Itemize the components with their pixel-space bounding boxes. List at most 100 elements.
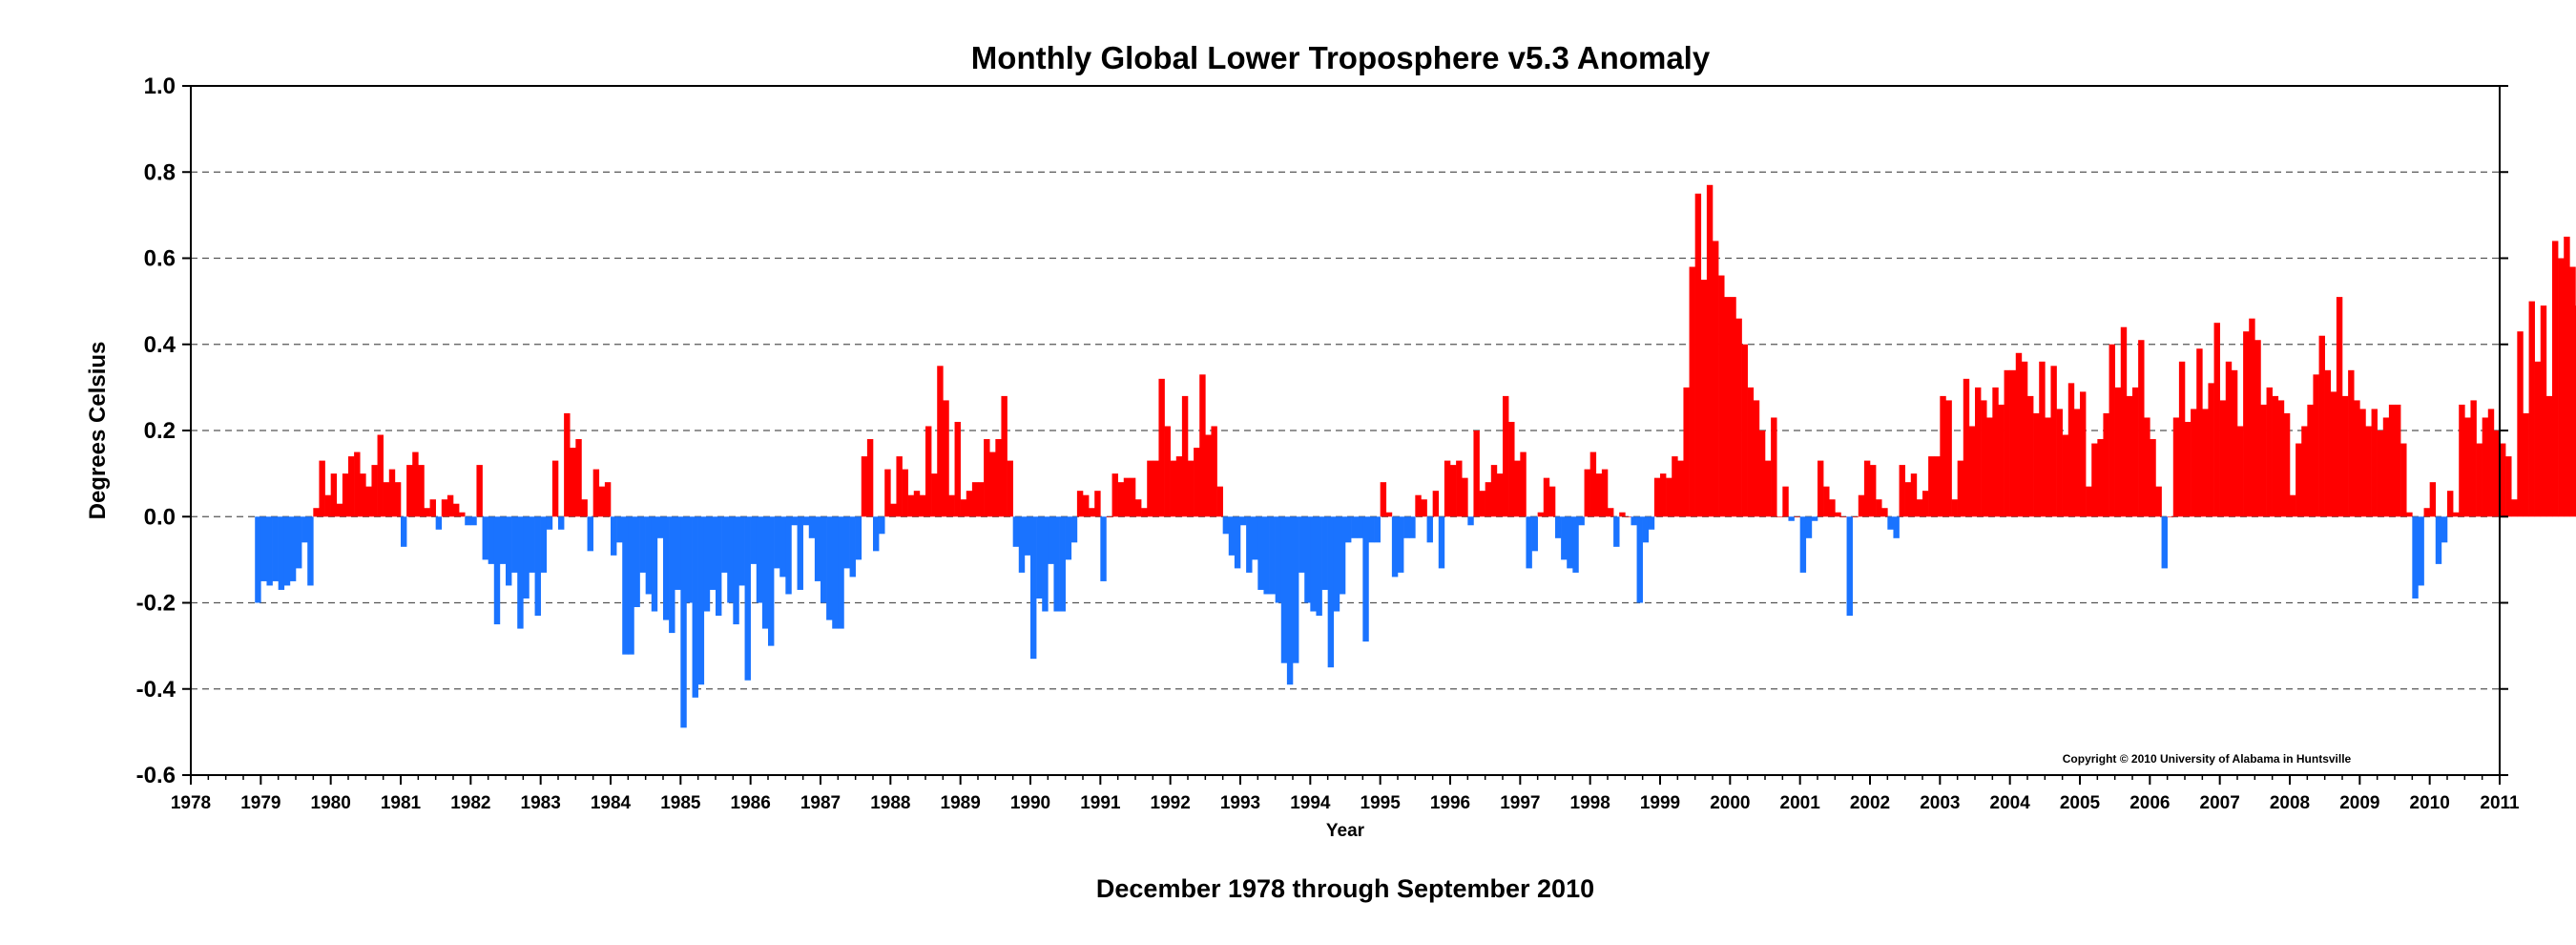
- bar: [1672, 456, 1678, 517]
- bar: [761, 516, 769, 629]
- bar: [2558, 258, 2565, 517]
- bar: [493, 516, 501, 625]
- x-tick-label: 1979: [240, 793, 280, 813]
- bar: [2109, 344, 2115, 517]
- bar: [1053, 516, 1060, 612]
- bar: [1940, 395, 1946, 517]
- x-tick-label: 2001: [1780, 793, 1821, 813]
- bar: [377, 434, 384, 517]
- bar: [1304, 516, 1311, 603]
- bar: [272, 516, 279, 581]
- bar: [645, 516, 653, 595]
- bar: [1916, 499, 1923, 517]
- x-tick-label: 1982: [450, 793, 490, 813]
- bar: [902, 469, 908, 517]
- bar: [2225, 361, 2233, 517]
- bar: [1257, 516, 1264, 590]
- bar: [1164, 426, 1171, 517]
- bar: [1846, 516, 1853, 617]
- copyright-note: Copyright © 2010 University of Alabama i…: [2063, 752, 2352, 766]
- bar: [2348, 369, 2355, 517]
- bar: [1188, 460, 1195, 517]
- bar: [1584, 469, 1590, 517]
- bar: [2482, 417, 2489, 517]
- bar: [2231, 369, 2238, 517]
- bar: [1625, 516, 1631, 517]
- bar: [2062, 434, 2069, 517]
- bar: [1881, 508, 1888, 517]
- bar: [931, 473, 938, 517]
- bar: [1083, 494, 1090, 517]
- bar: [1153, 460, 1159, 517]
- bar: [1928, 456, 1935, 517]
- bar: [301, 516, 308, 543]
- bar: [354, 452, 361, 517]
- bar: [890, 503, 897, 517]
- bar: [2219, 400, 2227, 517]
- bar: [791, 516, 798, 526]
- bar: [1811, 516, 1818, 521]
- bar: [1181, 395, 1189, 517]
- bar: [2138, 340, 2145, 517]
- bar: [2377, 430, 2384, 517]
- y-tick-label: 0.2: [144, 418, 176, 444]
- x-tick-label: 2004: [1990, 793, 2031, 813]
- bar: [611, 516, 617, 556]
- bar: [488, 516, 495, 564]
- bar: [2009, 369, 2017, 517]
- bar: [744, 516, 751, 681]
- y-tick-label: -0.4: [136, 677, 177, 703]
- bar: [2126, 395, 2133, 517]
- bar: [802, 516, 810, 526]
- bar: [995, 439, 1002, 517]
- bar: [2202, 409, 2209, 517]
- bar: [1216, 486, 1223, 517]
- bar: [255, 516, 261, 603]
- bar: [2296, 443, 2302, 517]
- bar: [1992, 387, 1999, 517]
- bar: [2406, 512, 2413, 517]
- bar: [680, 516, 687, 728]
- bar: [529, 516, 535, 573]
- bar: [1951, 499, 1958, 517]
- bar: [2045, 417, 2051, 517]
- bar: [2313, 374, 2319, 517]
- bar: [2336, 297, 2343, 517]
- bar: [2167, 516, 2174, 517]
- bar: [2517, 331, 2524, 517]
- bar: [2500, 443, 2506, 517]
- bar: [2097, 439, 2104, 517]
- bar: [459, 512, 466, 517]
- bar: [1782, 486, 1789, 517]
- bar: [1252, 516, 1258, 560]
- bar: [1963, 378, 1970, 517]
- bar: [2354, 400, 2360, 517]
- bar: [1444, 460, 1451, 517]
- bar: [1863, 460, 1871, 517]
- chart-subtitle: December 1978 through September 2010: [1096, 874, 1594, 903]
- bar: [1462, 477, 1468, 517]
- bar: [1170, 460, 1177, 517]
- bar: [1968, 426, 1976, 517]
- bar: [1713, 241, 1719, 517]
- bar: [546, 516, 553, 530]
- bar: [564, 412, 571, 517]
- bar: [296, 516, 302, 569]
- bar: [330, 473, 338, 517]
- bar: [534, 516, 541, 617]
- bar: [1730, 297, 1736, 517]
- bar: [2208, 383, 2214, 517]
- bar: [2033, 412, 2040, 517]
- bar: [2459, 404, 2465, 517]
- bar: [1904, 482, 1912, 517]
- x-tick-label: 2002: [1850, 793, 1890, 813]
- bar: [884, 469, 891, 517]
- bar: [2441, 516, 2448, 543]
- bar: [2540, 305, 2547, 517]
- bar: [418, 465, 425, 517]
- bar: [1619, 512, 1626, 517]
- x-tick-label: 2000: [1710, 793, 1750, 813]
- bar: [441, 499, 448, 517]
- bar: [2249, 318, 2255, 517]
- bar: [1042, 516, 1049, 612]
